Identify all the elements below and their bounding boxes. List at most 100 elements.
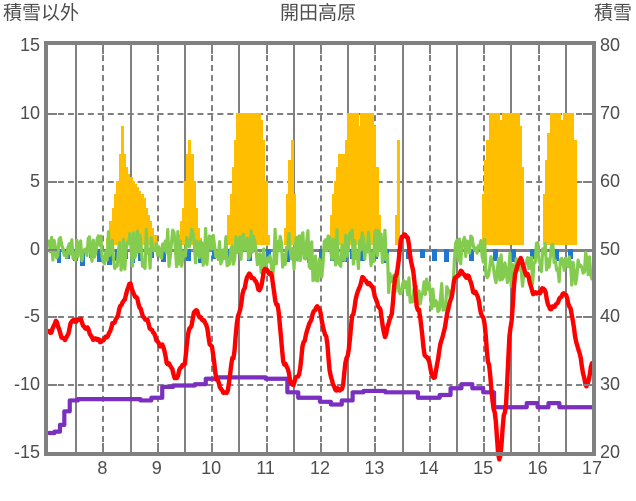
wind-speed-line	[47, 226, 594, 313]
snow-depth-bar	[556, 112, 560, 246]
snow-depth-bar	[186, 153, 190, 246]
x-axis-tick-label: 11	[256, 458, 275, 478]
snow-depth-bar	[551, 112, 555, 246]
snow-depth-bar	[244, 112, 248, 246]
snow-depth-bar	[109, 221, 113, 246]
precipitation-bar	[360, 248, 365, 261]
snow-depth-bar	[542, 194, 547, 246]
snow-depth-bar	[373, 126, 377, 246]
snow-depth-bar	[240, 112, 244, 246]
snow-depth-bar	[342, 153, 346, 246]
snow-depth-bar	[368, 112, 372, 246]
y-axis-left-tick-label: -5	[23, 306, 40, 327]
x-axis-tickmark	[292, 45, 295, 54]
snow-depth-bar	[482, 194, 486, 246]
y-axis-left-tick-label: -15	[13, 442, 40, 462]
x-axis-tickmark	[537, 443, 540, 452]
snow-depth-bar	[360, 112, 364, 246]
snow-depth-bar	[249, 112, 253, 246]
snow-depth-bar	[142, 197, 146, 246]
x-axis-tickmark	[238, 443, 241, 452]
x-axis-tickmark	[347, 45, 350, 54]
y-axis-tickmark	[48, 112, 57, 115]
x-axis-tickmark	[265, 443, 268, 452]
x-axis-tickmark	[211, 45, 214, 54]
snow-depth-bar	[329, 214, 333, 246]
snow-depth-bar	[151, 228, 155, 246]
snow-depth-bar	[236, 112, 240, 246]
x-axis-tickmark	[102, 443, 105, 452]
x-axis-tickmark	[129, 443, 132, 452]
snow-depth-bar	[558, 112, 562, 246]
snow-depth-bar	[560, 119, 564, 246]
snow-depth-bar	[144, 207, 148, 246]
precipitation-bar	[266, 248, 271, 260]
x-axis-tickmark	[347, 443, 350, 452]
snow-depth-bar	[260, 119, 264, 246]
x-axis-tickmark	[320, 443, 322, 452]
snow-depth-bar	[397, 139, 401, 246]
snow-depth-bar	[355, 112, 359, 246]
x-axis-tickmark	[483, 443, 486, 452]
precipitation-bar	[186, 248, 191, 261]
y-axis-left-tick-label: 15	[19, 35, 40, 55]
pressure-step-line	[46, 375, 595, 436]
snow-depth-bar	[116, 180, 120, 246]
precipitation-bar	[469, 248, 474, 261]
x-axis-tickmark	[564, 45, 567, 54]
x-axis-tick-label: 12	[309, 458, 331, 478]
chart-title: 開田高原	[279, 3, 356, 24]
precipitation-bar	[510, 248, 516, 263]
snow-depth-bar	[288, 160, 292, 246]
snow-depth-bar	[371, 112, 375, 246]
y-axis-right-tick-label: 60	[600, 170, 621, 191]
x-axis-tickmark	[374, 443, 377, 452]
snow-depth-bar	[181, 207, 185, 246]
x-axis-tickmark	[428, 443, 431, 452]
x-axis-tickmark	[129, 45, 132, 54]
snow-depth-bar	[344, 139, 349, 246]
precipitation-bar	[444, 248, 449, 263]
snow-depth-bar	[505, 112, 510, 246]
snow-depth-bar	[153, 234, 157, 246]
snow-depth-bar	[351, 112, 355, 246]
snow-depth-bar	[486, 139, 490, 246]
snow-depth-bar	[566, 112, 570, 246]
snow-depth-bar	[292, 194, 296, 246]
y-axis-right-tick-label: 30	[600, 374, 621, 395]
precipitation-bar	[529, 248, 535, 260]
x-axis-tickmark	[75, 443, 78, 452]
snow-depth-bar	[510, 112, 514, 246]
snow-depth-bar	[290, 139, 294, 246]
x-axis-tickmark	[510, 443, 513, 452]
snow-depth-bar	[197, 228, 201, 246]
snow-depth-bar	[366, 112, 370, 246]
x-axis-tick-label: 9	[151, 458, 162, 478]
y-axis-tickmark	[48, 316, 57, 319]
snow-depth-bar	[242, 112, 246, 246]
y-axis-tickmark	[583, 180, 592, 183]
x-axis-tickmark	[374, 45, 377, 54]
snow-depth-bar	[131, 180, 135, 246]
snow-depth-bar	[347, 112, 351, 246]
precipitation-bar	[554, 248, 560, 261]
precipitation-bar	[432, 248, 437, 261]
snow-depth-bar	[125, 167, 129, 246]
plot-area	[46, 45, 595, 462]
snow-depth-bar	[564, 112, 568, 246]
x-axis-tickmark	[265, 45, 268, 54]
snow-depth-bar	[238, 112, 242, 246]
snow-depth-bar	[262, 139, 266, 246]
snow-depth-bar	[123, 153, 127, 246]
snow-depth-bar	[497, 112, 501, 246]
snow-depth-bar	[133, 184, 137, 246]
snow-depth-bar	[188, 139, 192, 246]
snow-depth-bar	[118, 153, 122, 246]
snow-depth-bar	[247, 112, 251, 246]
snow-depth-bar	[264, 180, 268, 246]
precipitation-bar	[492, 248, 498, 261]
x-axis-tick-label: 16	[527, 458, 548, 478]
y-axis-left-tick-label: -10	[13, 374, 40, 395]
x-axis-tickmark	[75, 45, 78, 54]
x-axis-tickmark	[156, 45, 159, 54]
